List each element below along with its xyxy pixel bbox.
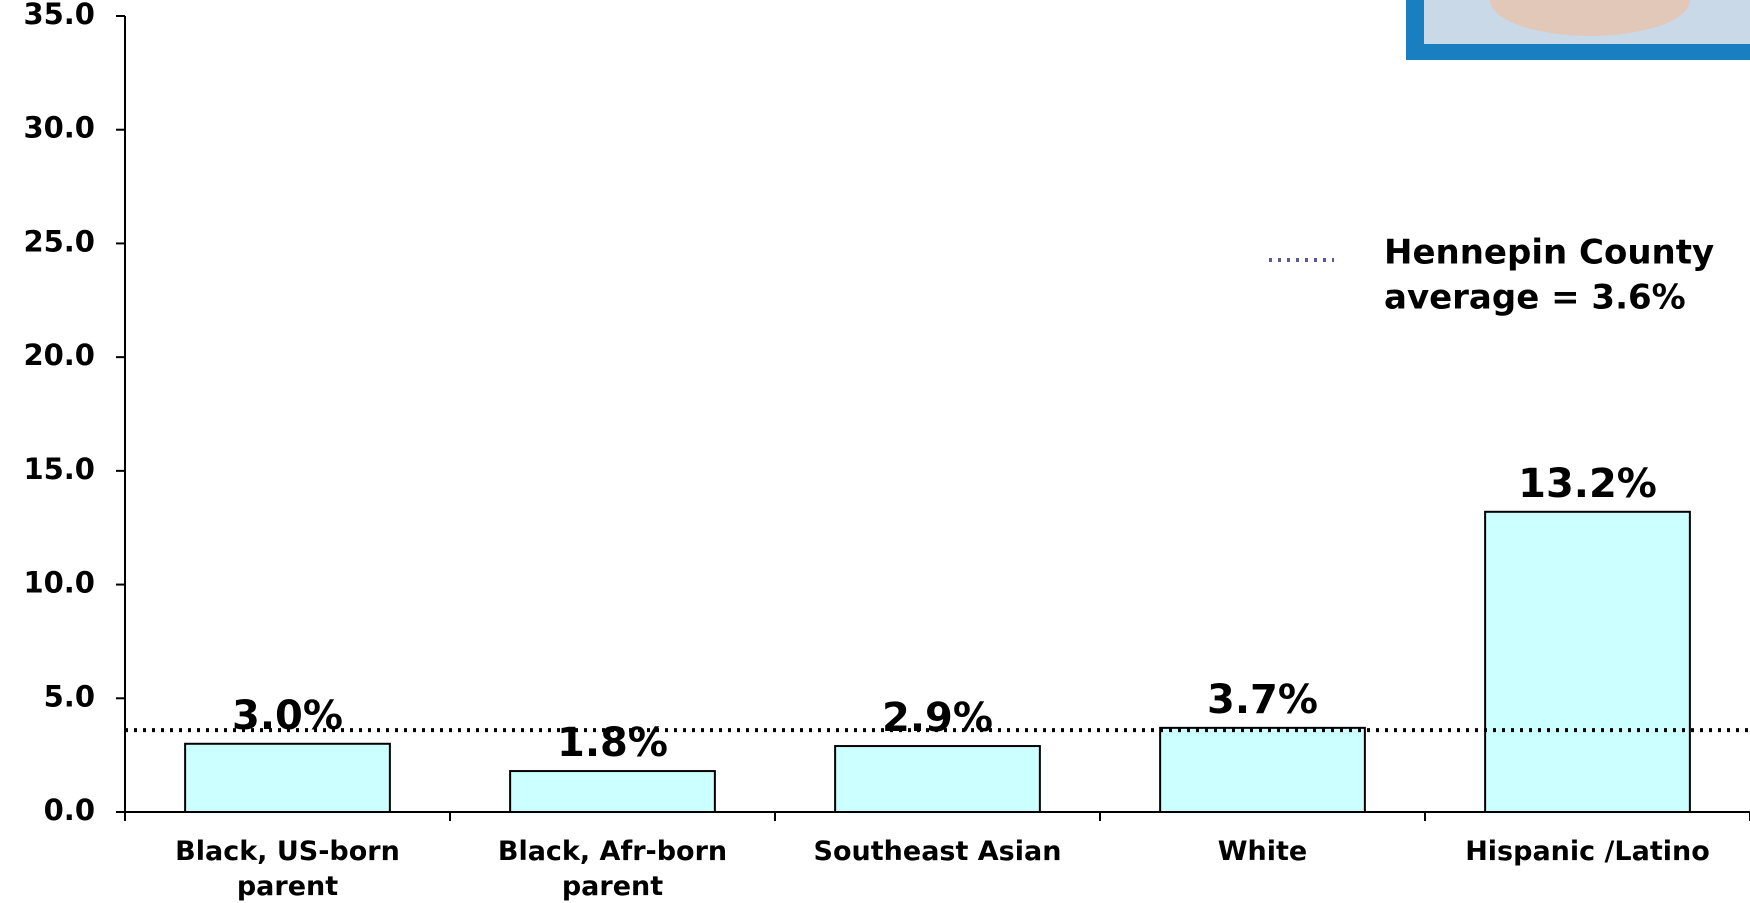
y-tick-label: 20.0 — [23, 338, 95, 372]
y-tick-label: 5.0 — [44, 679, 95, 713]
photo — [1406, 0, 1750, 60]
y-tick-label: 0.0 — [44, 793, 95, 827]
y-tick-label: 15.0 — [23, 452, 95, 486]
value-label: 2.9% — [882, 695, 993, 741]
y-tick-label: 35.0 — [23, 0, 95, 31]
x-tick-label: Hispanic /Latino — [1465, 836, 1710, 867]
value-label: 3.7% — [1207, 677, 1318, 723]
x-tick-label: White — [1218, 836, 1307, 867]
bar — [509, 770, 716, 814]
value-label: 1.8% — [557, 720, 668, 766]
bar — [184, 742, 391, 813]
y-tick-label: 10.0 — [23, 566, 95, 600]
legend-label: Hennepin County — [1384, 233, 1714, 273]
legend-label: average = 3.6% — [1384, 278, 1686, 318]
bar — [834, 745, 1041, 813]
y-tick-label: 25.0 — [23, 224, 95, 258]
y-tick-label: 30.0 — [23, 111, 95, 145]
x-tick-label: Southeast Asian — [814, 836, 1062, 867]
x-tick-label: Black, US-born parent — [175, 836, 400, 902]
bar — [1484, 510, 1691, 813]
bar — [1159, 726, 1366, 814]
x-tick-label: Black, Afr-born parent — [498, 836, 727, 902]
value-label: 13.2% — [1518, 461, 1657, 507]
